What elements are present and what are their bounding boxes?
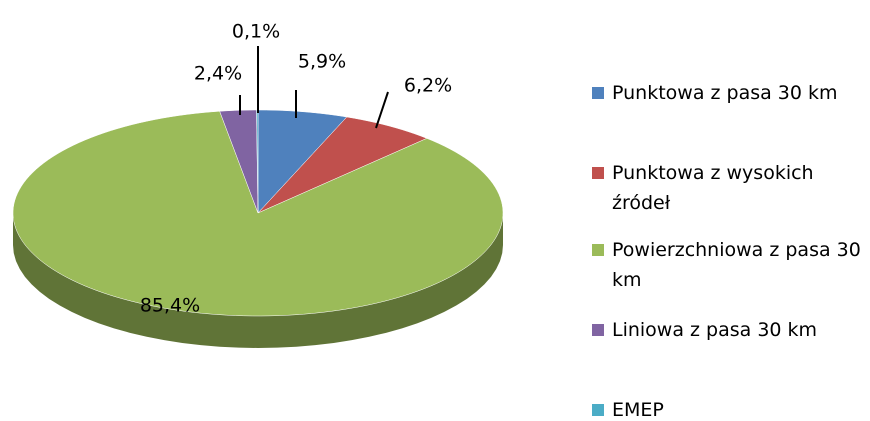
legend-swatch	[592, 167, 604, 179]
legend-item: Powierzchniowa z pasa 30 km	[592, 235, 862, 295]
legend-swatch	[592, 404, 604, 416]
legend-item: Liniowa z pasa 30 km	[592, 315, 862, 345]
legend-item: Punktowa z wysokich źródeł	[592, 158, 862, 218]
data-label: 5,9%	[298, 51, 346, 73]
legend-label: Liniowa z pasa 30 km	[612, 319, 818, 341]
slice	[257, 109, 348, 214]
data-label: 85,4%	[140, 295, 200, 317]
slice	[12, 111, 504, 317]
legend-swatch	[592, 324, 604, 336]
data-label: 2,4%	[194, 63, 242, 85]
data-label: 6,2%	[404, 75, 452, 97]
slice	[257, 116, 428, 214]
legend-item: Punktowa z pasa 30 km	[592, 78, 862, 108]
legend-label: EMEP	[612, 399, 664, 421]
legend-label: Powierzchniowa z pasa 30 km	[612, 239, 861, 291]
legend-swatch	[592, 244, 604, 256]
legend-item: EMEP	[592, 395, 862, 421]
slice	[219, 109, 259, 214]
data-label: 0,1%	[232, 21, 280, 43]
leader-line	[375, 91, 389, 129]
legend-label: Punktowa z wysokich źródeł	[612, 162, 814, 214]
slice-side	[13, 213, 503, 348]
legend-swatch	[592, 87, 604, 99]
legend-label: Punktowa z pasa 30 km	[612, 82, 838, 104]
